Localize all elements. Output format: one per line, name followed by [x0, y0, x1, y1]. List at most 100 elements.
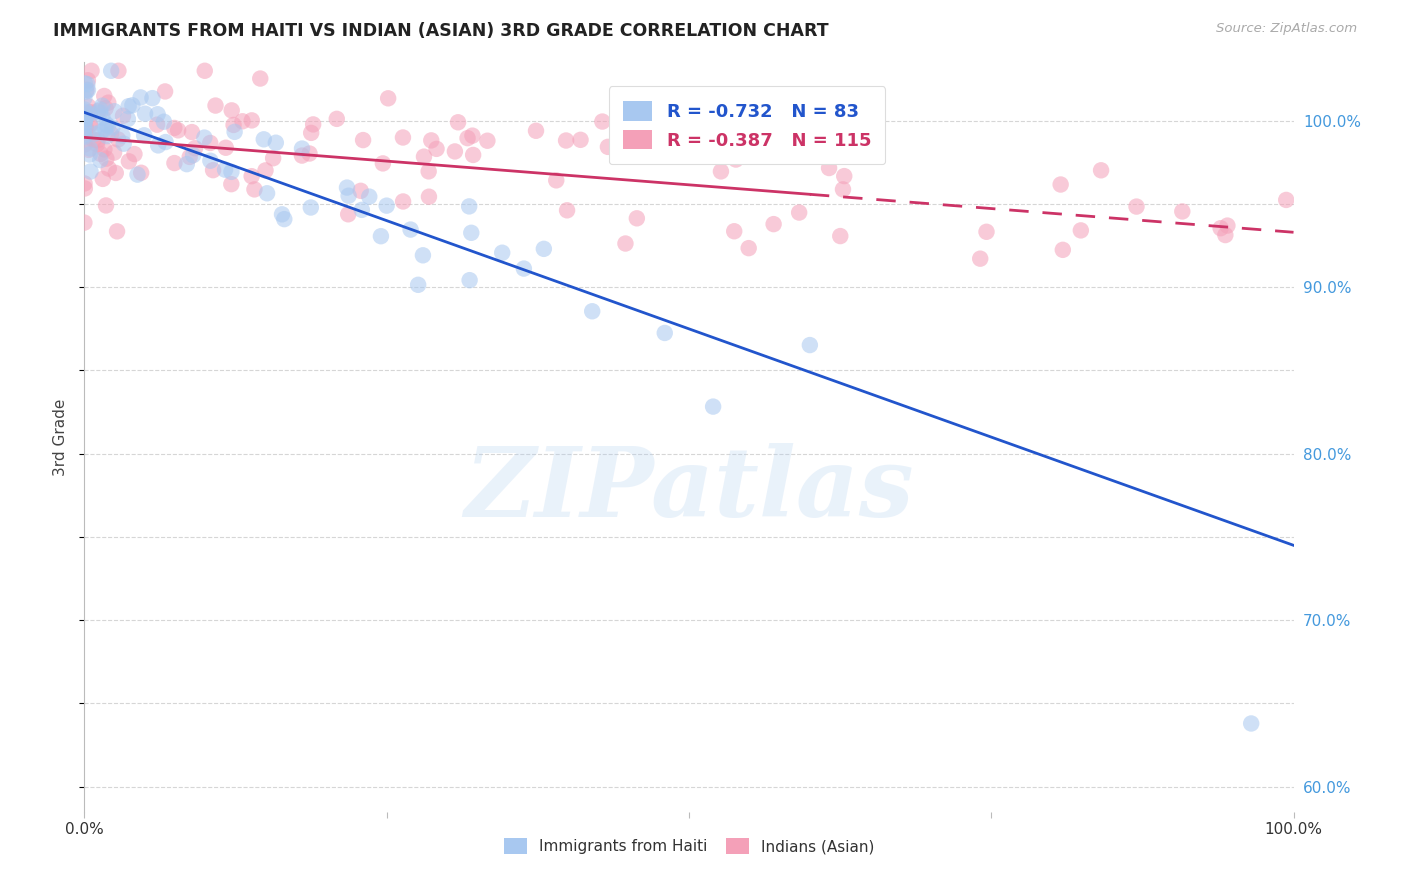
- Point: [79, 105, 101, 120]
- Text: IMMIGRANTS FROM HAITI VS INDIAN (ASIAN) 3RD GRADE CORRELATION CHART: IMMIGRANTS FROM HAITI VS INDIAN (ASIAN) …: [53, 22, 830, 40]
- Point: [1049, 178, 1071, 192]
- Point: [200, 153, 222, 168]
- Point: [1216, 219, 1239, 233]
- Point: [371, 156, 394, 170]
- Point: [253, 132, 276, 146]
- Point: [73, 103, 96, 117]
- Point: [617, 125, 640, 139]
- Point: [221, 165, 243, 179]
- Point: [163, 120, 186, 135]
- Point: [86, 133, 108, 147]
- Point: [124, 147, 146, 161]
- Point: [73, 137, 96, 152]
- Point: [352, 133, 374, 147]
- Point: [76, 83, 98, 97]
- Point: [83, 127, 105, 141]
- Point: [460, 226, 482, 240]
- Point: [77, 83, 100, 97]
- Point: [100, 127, 122, 141]
- Point: [202, 163, 225, 178]
- Point: [107, 132, 129, 146]
- Point: [73, 76, 96, 90]
- Point: [118, 99, 141, 113]
- Point: [73, 116, 96, 130]
- Point: [96, 129, 118, 144]
- Point: [832, 169, 855, 183]
- Point: [406, 277, 429, 292]
- Point: [153, 85, 176, 99]
- Point: [737, 241, 759, 255]
- Point: [79, 107, 101, 121]
- Point: [399, 222, 422, 236]
- Point: [491, 245, 513, 260]
- Point: [214, 162, 236, 177]
- Point: [73, 116, 96, 130]
- Point: [425, 142, 447, 156]
- Point: [457, 131, 479, 145]
- Point: [524, 124, 547, 138]
- Point: [204, 98, 226, 112]
- Point: [458, 273, 481, 287]
- Point: [79, 141, 101, 155]
- Point: [569, 133, 592, 147]
- Point: [94, 101, 117, 115]
- Point: [176, 157, 198, 171]
- Point: [832, 182, 855, 196]
- Point: [97, 119, 120, 133]
- Point: [111, 128, 134, 143]
- Point: [591, 114, 613, 128]
- Point: [787, 205, 810, 219]
- Point: [596, 140, 619, 154]
- Point: [762, 217, 785, 231]
- Point: [112, 136, 135, 151]
- Point: [1275, 193, 1298, 207]
- Point: [418, 190, 440, 204]
- Point: [555, 203, 578, 218]
- Point: [291, 148, 314, 162]
- Point: [134, 128, 156, 143]
- Point: [117, 112, 139, 126]
- Point: [75, 120, 97, 135]
- Point: [104, 166, 127, 180]
- Point: [359, 189, 381, 203]
- Point: [413, 150, 436, 164]
- Point: [79, 117, 101, 131]
- Point: [96, 152, 118, 166]
- Point: [224, 125, 246, 139]
- Point: [710, 164, 733, 178]
- Point: [194, 63, 217, 78]
- Point: [626, 211, 648, 226]
- Point: [1209, 221, 1232, 235]
- Point: [533, 242, 555, 256]
- Point: [134, 106, 156, 120]
- Point: [581, 304, 603, 318]
- Point: [73, 121, 96, 136]
- Point: [555, 134, 578, 148]
- Point: [94, 198, 117, 212]
- Point: [91, 172, 114, 186]
- Point: [105, 224, 128, 238]
- Point: [243, 182, 266, 196]
- Point: [77, 99, 100, 113]
- Point: [89, 103, 111, 117]
- Point: [79, 147, 101, 161]
- Point: [350, 184, 373, 198]
- Point: [146, 118, 169, 132]
- Point: [73, 177, 96, 191]
- Point: [240, 169, 263, 184]
- Point: [370, 229, 392, 244]
- Point: [1215, 228, 1237, 243]
- Point: [112, 109, 135, 123]
- Point: [129, 90, 152, 104]
- Point: [1125, 200, 1147, 214]
- Point: [249, 71, 271, 86]
- Point: [90, 125, 112, 139]
- Point: [291, 142, 314, 156]
- Point: [77, 73, 100, 87]
- Point: [299, 126, 322, 140]
- Point: [418, 164, 440, 178]
- Point: [818, 161, 841, 175]
- Point: [73, 216, 96, 230]
- Point: [89, 153, 111, 167]
- Point: [83, 133, 105, 147]
